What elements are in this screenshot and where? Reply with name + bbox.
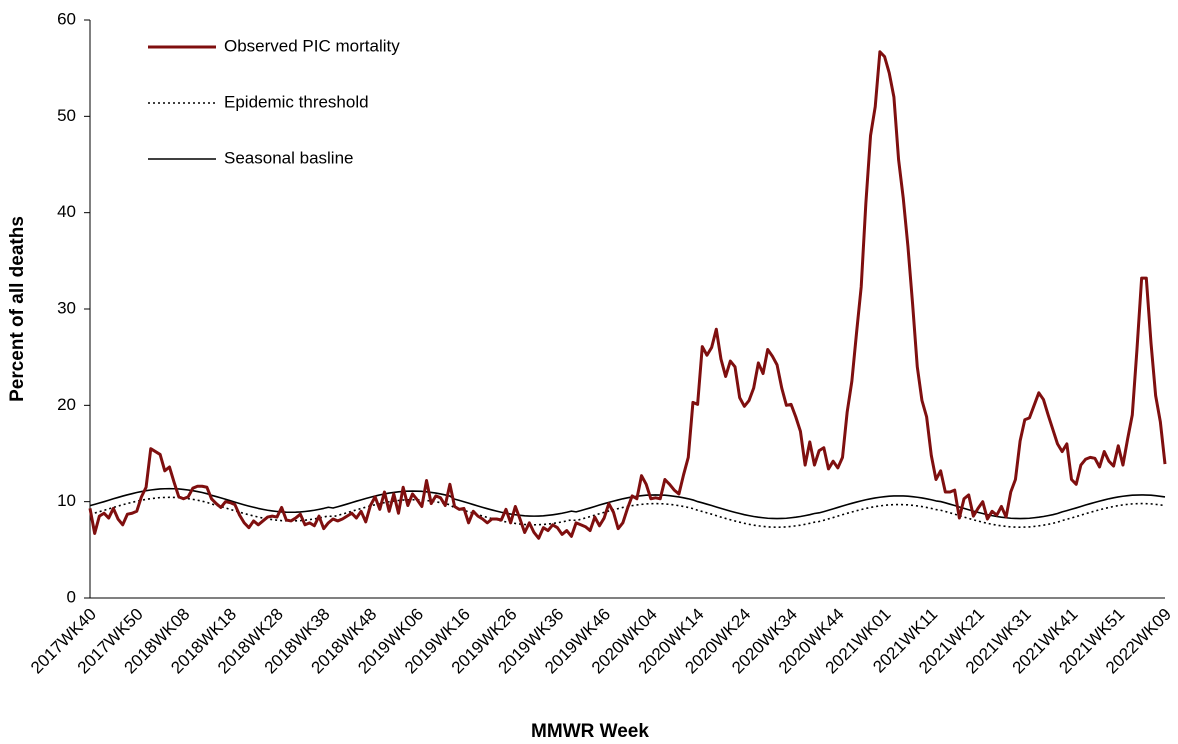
y-tick-label: 60 — [57, 9, 76, 28]
legend-label: Epidemic threshold — [224, 92, 369, 111]
x-axis-title: MMWR Week — [531, 721, 649, 742]
y-tick-label: 30 — [57, 298, 76, 317]
legend-label: Seasonal basline — [224, 148, 353, 167]
y-tick-label: 50 — [57, 106, 76, 125]
y-tick-label: 20 — [57, 395, 76, 414]
series-line — [88, 50, 1167, 540]
y-axis-title: Percent of all deaths — [7, 216, 28, 402]
y-tick-label: 0 — [67, 587, 76, 606]
y-tick-label: 10 — [57, 491, 76, 510]
legend-label: Observed PIC mortality — [224, 36, 400, 55]
y-tick-label: 40 — [57, 202, 76, 221]
